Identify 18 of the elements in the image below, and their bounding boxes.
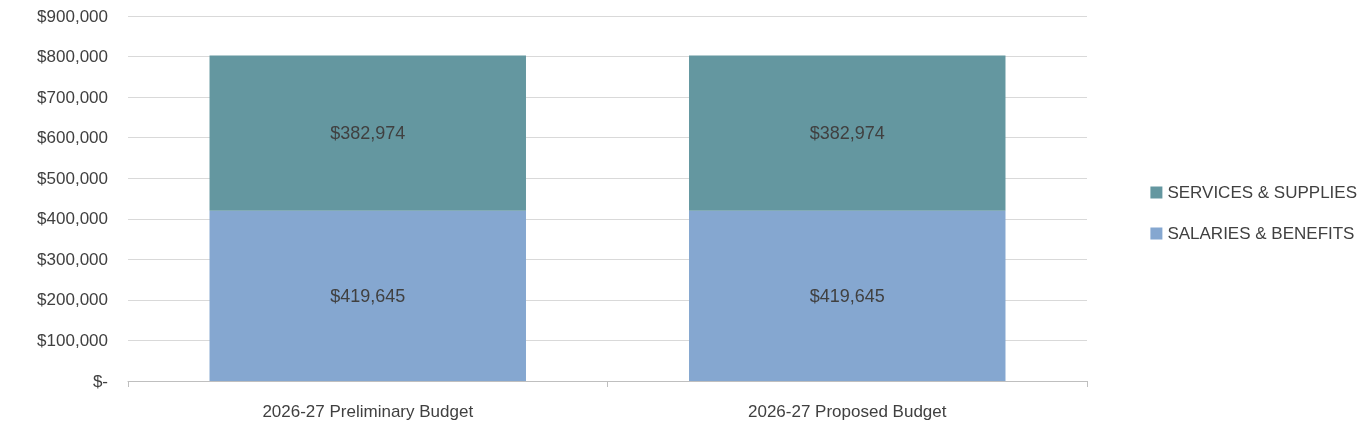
y-tick-label: $800,000 <box>37 47 108 67</box>
data-label: $382,974 <box>330 123 406 144</box>
y-tick-label: $400,000 <box>37 209 108 229</box>
y-tick-label: $100,000 <box>37 330 108 350</box>
legend-label: SALARIES & BENEFITS <box>1167 224 1355 243</box>
y-tick-label: $200,000 <box>37 290 108 310</box>
x-tick-label: 2026-27 Proposed Budget <box>748 402 947 421</box>
y-tick-label: $- <box>92 371 108 391</box>
y-tick-label: $500,000 <box>37 168 108 188</box>
y-tick-label: $300,000 <box>37 249 108 269</box>
data-label: $419,645 <box>809 285 885 306</box>
data-label: $419,645 <box>330 285 406 306</box>
x-tick-label: 2026-27 Preliminary Budget <box>262 402 474 421</box>
y-tick-label: $600,000 <box>37 128 108 148</box>
y-tick-label: $700,000 <box>37 87 108 107</box>
data-label: $382,974 <box>809 123 885 144</box>
y-tick-label: $900,000 <box>37 6 108 26</box>
legend-label: SERVICES & SUPPLIES <box>1167 183 1358 202</box>
